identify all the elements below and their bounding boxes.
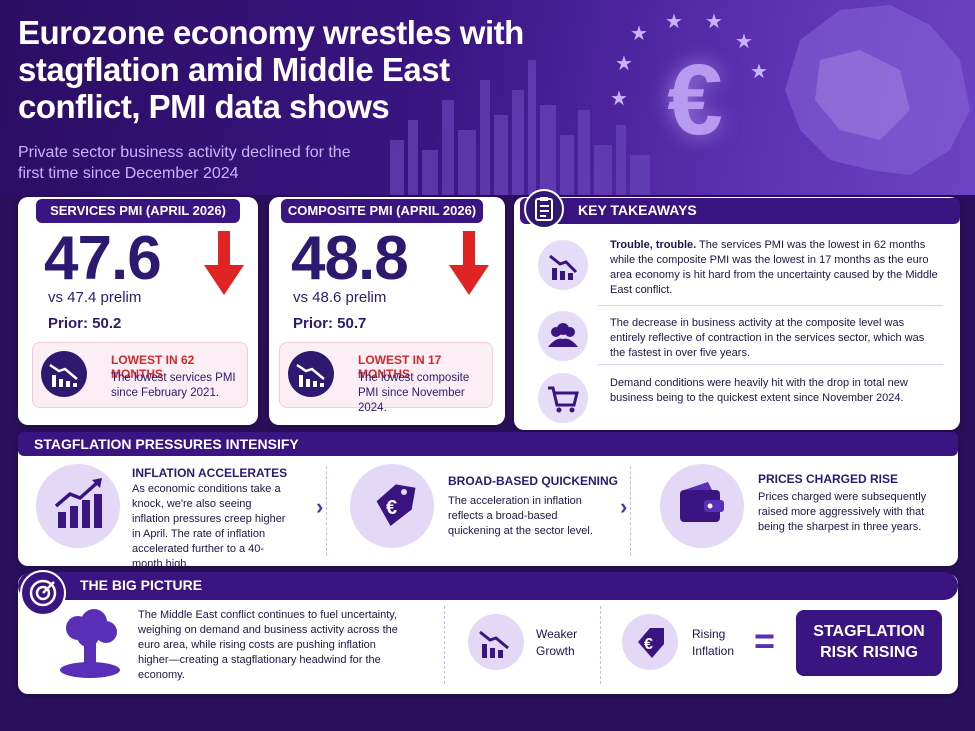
big-picture-title: THE BIG PICTURE — [80, 577, 203, 593]
page-title: Eurozone economy wrestles with stagflati… — [18, 14, 524, 125]
key-takeaways-header: KEY TAKEAWAYS — [520, 198, 960, 224]
euro-tag-icon: € — [622, 614, 678, 670]
stagflation-header: STAGFLATION PRESSURES INTENSIFY — [18, 432, 958, 456]
explosion-icon — [60, 609, 120, 678]
composite-alert-text: The lowest composite PMI since November … — [358, 372, 470, 414]
footer-band — [0, 698, 975, 731]
stagflation-risk-badge: STAGFLATION RISK RISING — [796, 610, 942, 676]
down-arrow-icon — [204, 231, 244, 295]
composite-alert-title: LOWEST IN 17 MONTHS — [358, 353, 442, 381]
weaker-growth-label: Weaker Growth — [536, 627, 578, 658]
chart-down-icon — [41, 351, 87, 397]
services-prior: Prior: 50.2 — [48, 315, 122, 332]
euro-symbol-icon: € — [667, 44, 723, 156]
svg-text:★: ★ — [630, 23, 648, 45]
big-picture-text: The Middle East conflict continues to fu… — [138, 609, 398, 681]
takeaway-1-text: The services PMI was the lowest in 62 mo… — [610, 239, 938, 296]
people-icon — [538, 311, 588, 361]
services-pmi-card: SERVICES PMI (APRIL 2026) 47.6 vs 47.4 p… — [18, 197, 258, 425]
services-prelim: vs 47.4 prelim — [48, 289, 142, 306]
divider — [444, 606, 445, 684]
svg-text:★: ★ — [705, 11, 723, 33]
chevron-right-icon: › — [316, 494, 324, 519]
composite-prior: Prior: 50.7 — [293, 315, 367, 332]
svg-text:★: ★ — [610, 88, 628, 110]
composite-prelim: vs 48.6 prelim — [293, 289, 387, 306]
svg-text:€: € — [644, 636, 653, 653]
europe-map-icon — [785, 5, 970, 175]
rising-inflation-label: Rising Inflation — [692, 627, 735, 658]
stagflation-item-3-text: Prices charged were subsequently raised … — [758, 491, 927, 533]
composite-pmi-label: COMPOSITE PMI (APRIL 2026) — [281, 199, 483, 223]
chart-down-icon — [468, 614, 524, 670]
eu-stars-icon: ★ ★ ★ ★ ★ ★ ★ — [610, 11, 768, 110]
city-skyline-icon — [390, 60, 650, 195]
divider — [598, 305, 943, 306]
composite-pmi-card: COMPOSITE PMI (APRIL 2026) 48.8 vs 48.6 … — [269, 197, 505, 425]
key-takeaways-card — [514, 197, 960, 430]
chart-down-icon — [538, 240, 588, 290]
svg-text:★: ★ — [735, 31, 753, 53]
services-pmi-label: SERVICES PMI (APRIL 2026) — [36, 199, 240, 223]
big-picture-header: THE BIG PICTURE — [18, 572, 958, 600]
target-icon — [20, 570, 66, 616]
takeaway-1: Trouble, trouble. The services PMI was t… — [610, 238, 940, 298]
key-takeaways-title: KEY TAKEAWAYS — [578, 202, 697, 218]
cart-icon — [538, 373, 588, 423]
divider — [600, 606, 601, 684]
services-alert-title: LOWEST IN 62 MONTHS — [111, 353, 195, 381]
euro-tag-icon: € — [350, 464, 434, 548]
divider — [598, 364, 943, 365]
chevron-right-icon: › — [620, 494, 628, 519]
equals-sign: = — [754, 620, 776, 661]
hero-banner: ★ ★ ★ ★ ★ ★ ★ € Eurozone economy wrestles w… — [0, 0, 975, 195]
divider — [326, 466, 327, 556]
chart-up-icon — [36, 464, 120, 548]
services-alert-text: The lowest services PMI since February 2… — [111, 372, 236, 399]
takeaway-3: Demand conditions were heavily hit with … — [610, 377, 908, 404]
svg-text:★: ★ — [615, 53, 633, 75]
page-subtitle: Private sector business activity decline… — [18, 144, 351, 182]
composite-alert: LOWEST IN 17 MONTHS The lowest composite… — [279, 342, 493, 414]
takeaway-2: The decrease in business activity at the… — [610, 317, 925, 359]
stagflation-item-1-title: INFLATION ACCELERATES — [132, 466, 288, 480]
composite-pmi-value: 48.8 — [291, 224, 409, 293]
svg-text:★: ★ — [750, 61, 768, 83]
takeaway-1-lead: Trouble, trouble. — [610, 239, 697, 251]
stagflation-item-2-title: BROAD-BASED QUICKENING — [448, 474, 619, 488]
svg-text:€: € — [386, 497, 397, 519]
chart-down-icon — [288, 351, 334, 397]
divider — [630, 466, 631, 556]
services-alert: LOWEST IN 62 MONTHS The lowest services … — [32, 342, 248, 408]
stagflation-title: STAGFLATION PRESSURES INTENSIFY — [34, 436, 299, 452]
down-arrow-icon — [449, 231, 489, 295]
stagflation-item-3-title: PRICES CHARGED RISE — [758, 472, 899, 486]
stagflation-item-1-text: As economic conditions take a knock, we'… — [132, 483, 286, 570]
stagflation-item-2-text: The acceleration in inflation reflects a… — [448, 495, 593, 537]
services-pmi-value: 47.6 — [44, 224, 162, 293]
svg-text:★: ★ — [665, 11, 683, 33]
wallet-icon — [660, 464, 744, 548]
clipboard-icon — [524, 189, 564, 229]
